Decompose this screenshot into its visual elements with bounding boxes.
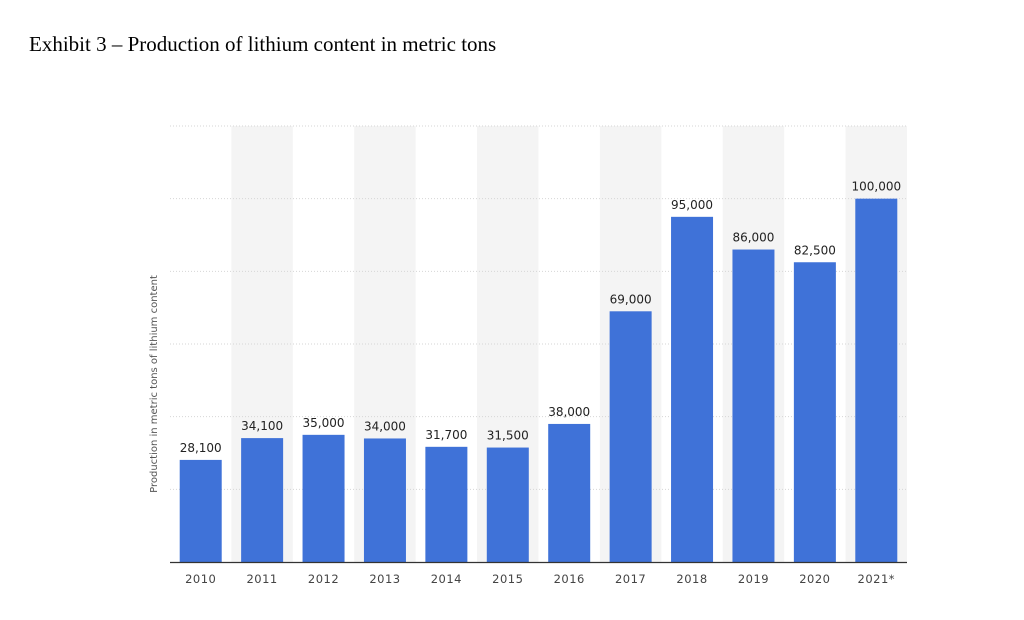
value-label: 34,100 (241, 419, 283, 433)
x-tick-label: 2012 (308, 572, 339, 586)
bar-2016 (548, 423, 591, 562)
x-tick-label: 2020 (799, 572, 830, 586)
bar-2013 (363, 438, 406, 562)
bar-2017 (609, 311, 652, 562)
bar-2019 (732, 249, 775, 563)
bar-2015 (486, 447, 529, 562)
value-label: 31,700 (425, 428, 467, 442)
x-tick-label: 2019 (738, 572, 769, 586)
x-tick-label: 2018 (676, 572, 707, 586)
value-label: 28,100 (180, 441, 222, 455)
bars (179, 198, 898, 563)
bar-2020 (793, 262, 836, 562)
x-tick-labels: 2010 2011 2012 2013 2014 2015 2016 2017 2018 2019… (185, 572, 896, 586)
value-label: 34,000 (364, 419, 406, 433)
bar-2012 (302, 434, 345, 562)
exhibit-title: Exhibit 3 – Production of lithium conten… (29, 32, 497, 56)
value-label: 69,000 (610, 292, 652, 306)
x-tick-label: 2014 (431, 572, 462, 586)
x-tick-label: 2013 (369, 572, 400, 586)
bar-2021 (855, 198, 898, 562)
value-label: 82,500 (794, 243, 836, 257)
value-labels: 28,100 34,100 35,000 34,000 31,700 31,500 38,0… (180, 180, 901, 455)
x-tick-label: 2017 (615, 572, 646, 586)
x-tick-label: 2010 (185, 572, 216, 586)
value-label: 95,000 (671, 198, 713, 212)
value-label: 35,000 (303, 416, 345, 430)
x-tick-label: 2011 (246, 572, 277, 586)
value-label: 31,500 (487, 429, 529, 443)
x-tick-label: 2021* (858, 572, 896, 586)
x-tick-label: 2015 (492, 572, 523, 586)
bar-2010 (179, 459, 222, 562)
bar-2014 (425, 446, 468, 562)
value-label: 38,000 (548, 405, 590, 419)
x-tick-label: 2016 (554, 572, 585, 586)
value-label: 100,000 (851, 180, 901, 194)
y-axis-title: Production in metric tons of lithium con… (149, 275, 160, 493)
value-label: 86,000 (732, 231, 774, 245)
bar-2011 (241, 438, 284, 562)
bar-2018 (671, 216, 714, 563)
